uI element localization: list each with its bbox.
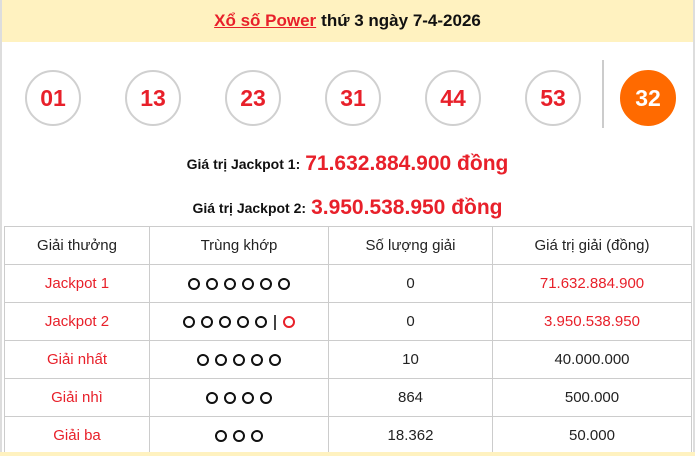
table-row: Giải nhất 10 40.000.000: [4, 340, 692, 379]
match-ball-icon: [242, 278, 254, 291]
match-ball-icon: [233, 354, 245, 367]
special-ball-icon: [283, 316, 295, 329]
jackpot1-line: Giá trị Jackpot 1: 71.632.884.900 đồng: [2, 142, 693, 186]
match-pattern: [149, 416, 329, 455]
match-ball-icon: [206, 278, 218, 291]
match-ball-icon: [188, 278, 200, 291]
match-ball-icon: [201, 316, 213, 329]
special-ball: 32: [620, 70, 676, 126]
number-ball: 23: [225, 70, 281, 126]
table-row: Jackpot 1 0 71.632.884.900: [4, 264, 692, 303]
match-ball-icon: [251, 354, 263, 367]
match-ball-icon: [219, 316, 231, 329]
match-ball-icon: [206, 392, 218, 405]
match-ball-icon: [224, 278, 236, 291]
match-ball-icon: [237, 316, 249, 329]
power-link[interactable]: Xổ số Power: [214, 11, 317, 30]
prize-name: Giải nhất: [4, 340, 150, 379]
prize-count: 864: [328, 378, 493, 417]
prize-table: Giải thưởng Trùng khớp Số lượng giải Giá…: [4, 226, 692, 455]
jackpot2-value: 3.950.538.950 đồng: [311, 196, 503, 219]
col-count: Số lượng giải: [328, 226, 493, 265]
match-ball-icon: [260, 278, 272, 291]
match-ball-icon: [197, 354, 209, 367]
divider: [274, 314, 276, 330]
match-ball-icon: [215, 430, 227, 443]
prize-count: 18.362: [328, 416, 493, 455]
prize-name: Jackpot 2: [4, 302, 150, 341]
jackpot1-label: Giá trị Jackpot 1:: [186, 156, 301, 172]
prize-value: 40.000.000: [492, 340, 692, 379]
number-ball: 44: [425, 70, 481, 126]
prize-value: 71.632.884.900: [492, 264, 692, 303]
prize-value: 500.000: [492, 378, 692, 417]
match-pattern: [149, 264, 329, 303]
number-ball: 13: [125, 70, 181, 126]
table-row: Giải ba 18.362 50.000: [4, 416, 692, 455]
col-match: Trùng khớp: [149, 226, 329, 265]
jackpot1-value: 71.632.884.900 đồng: [305, 152, 509, 175]
match-ball-icon: [269, 354, 281, 367]
col-prize: Giải thưởng: [4, 226, 150, 265]
result-header: Xổ số Power thứ 3 ngày 7-4-2026: [2, 0, 693, 42]
match-ball-icon: [224, 392, 236, 405]
match-pattern: [149, 302, 329, 341]
draw-date: thứ 3 ngày 7-4-2026: [321, 11, 481, 30]
match-ball-icon: [278, 278, 290, 291]
match-pattern: [149, 378, 329, 417]
prize-count: 10: [328, 340, 493, 379]
number-ball: 01: [25, 70, 81, 126]
prize-name: Giải ba: [4, 416, 150, 455]
match-ball-icon: [183, 316, 195, 329]
winning-numbers: 32 01 13 23 31 44 53: [2, 42, 693, 142]
match-ball-icon: [260, 392, 272, 405]
match-ball-icon: [215, 354, 227, 367]
match-ball-icon: [251, 430, 263, 443]
table-row: Jackpot 2 0 3.950.538.950: [4, 302, 692, 341]
number-ball: 53: [525, 70, 581, 126]
number-ball: 31: [325, 70, 381, 126]
col-value: Giá trị giải (đồng): [492, 226, 692, 265]
separator: [602, 60, 604, 128]
prize-name: Giải nhì: [4, 378, 150, 417]
match-pattern: [149, 340, 329, 379]
prize-count: 0: [328, 302, 493, 341]
prize-count: 0: [328, 264, 493, 303]
jackpot2-label: Giá trị Jackpot 2:: [192, 200, 307, 216]
match-ball-icon: [242, 392, 254, 405]
prize-name: Jackpot 1: [4, 264, 150, 303]
match-ball-icon: [233, 430, 245, 443]
footer-strip: [0, 452, 695, 456]
match-ball-icon: [255, 316, 267, 329]
prize-value: 3.950.538.950: [492, 302, 692, 341]
jackpot2-line: Giá trị Jackpot 2: 3.950.538.950 đồng: [2, 186, 693, 230]
table-row: Giải nhì 864 500.000: [4, 378, 692, 417]
prize-value: 50.000: [492, 416, 692, 455]
